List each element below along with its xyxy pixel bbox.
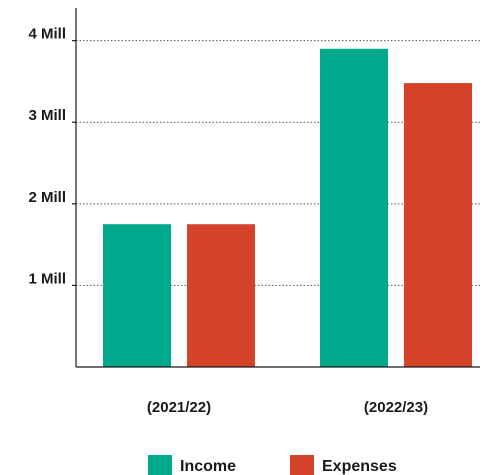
bar-expenses-2 bbox=[404, 83, 472, 368]
x-category-label: (2021/22) bbox=[147, 399, 211, 416]
legend-swatch-income bbox=[148, 455, 172, 475]
x-axis-categories: (2021/22) (2022/23) bbox=[147, 399, 428, 416]
x-category-label: (2022/23) bbox=[364, 399, 428, 416]
legend: Income Expenses bbox=[148, 455, 397, 475]
legend-label-expenses: Expenses bbox=[322, 458, 397, 475]
legend-label-income: Income bbox=[180, 458, 236, 475]
y-tick-label: 1 Mill bbox=[28, 270, 66, 287]
bars bbox=[103, 48, 472, 368]
y-tick-label: 3 Mill bbox=[28, 107, 66, 124]
bar-expenses-1 bbox=[187, 224, 255, 367]
y-axis-ticks: 1 Mill 2 Mill 3 Mill 4 Mill bbox=[28, 26, 76, 287]
legend-swatch-expenses bbox=[290, 455, 314, 475]
y-tick-label: 4 Mill bbox=[28, 26, 66, 43]
y-tick-label: 2 Mill bbox=[28, 189, 66, 206]
bar-income-2 bbox=[320, 48, 388, 367]
bar-income-1 bbox=[103, 224, 171, 367]
